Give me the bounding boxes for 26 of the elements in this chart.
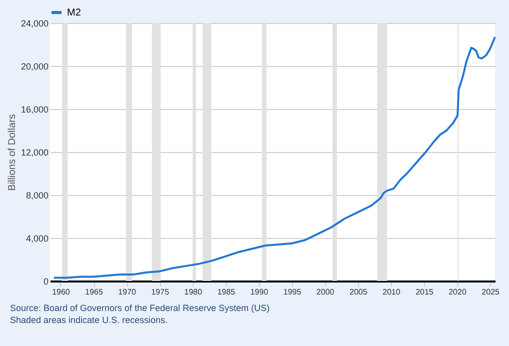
y-tick-label: 12,000 (20, 148, 48, 158)
y-tick-label: 16,000 (20, 104, 48, 114)
legend-label: M2 (67, 8, 82, 18)
source-note: Source: Board of Governors of the Federal Reserve System (US) (10, 302, 271, 314)
x-tick-label: 1990 (250, 288, 269, 296)
x-tick-label: 2025 (482, 288, 500, 296)
x-tick-label: 1995 (283, 288, 302, 296)
y-axis-title: Billions of Dollars (6, 114, 18, 191)
x-tick-label: 1985 (217, 288, 236, 296)
y-tick-label: 24,000 (20, 18, 48, 28)
x-tick-label: 1980 (184, 288, 203, 296)
x-tick-label: 2015 (416, 288, 434, 296)
x-tick-label: 2020 (448, 288, 467, 296)
x-tick-label: 2010 (382, 288, 401, 296)
line-series (52, 36, 496, 279)
y-tick-label: 20,000 (20, 62, 48, 72)
x-tick-label: 1965 (85, 288, 104, 296)
x-tick-label: 2000 (316, 288, 335, 296)
y-tick-label: 4,000 (26, 234, 48, 244)
x-tick-label: 1960 (52, 288, 70, 296)
x-tick-label: 2005 (349, 288, 368, 296)
y-tick-label: 0 (43, 276, 48, 286)
x-tick-label: 1970 (118, 288, 137, 296)
text: Shaded areas indicate U.S. recessions. (10, 314, 169, 326)
y-tick-label: 8,000 (26, 190, 48, 200)
x-tick-label: 1975 (151, 288, 170, 296)
